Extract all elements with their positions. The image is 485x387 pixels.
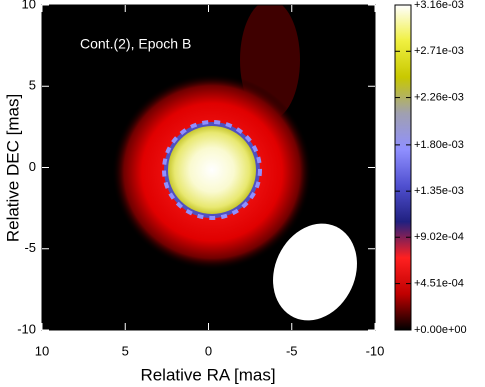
y-tick-label: -10 [17, 321, 36, 336]
colorbar-tick-label: +9.02e-04 [414, 231, 464, 243]
colorbar-tick-label: +0.00e+00 [414, 324, 467, 336]
x-tick-label: -10 [366, 343, 385, 358]
blue-ring-dots [162, 120, 262, 220]
x-axis-label: Relative RA [mas] [140, 365, 275, 384]
y-tick-label: 5 [29, 78, 36, 93]
y-tick-label: 10 [22, 0, 36, 11]
colorbar-tick-label: +4.51e-04 [414, 278, 464, 290]
y-axis-label: Relative DEC [mas] [3, 94, 22, 242]
colorbar-tick-label: +1.80e-03 [414, 139, 464, 151]
annotation: Cont.(2), Epoch B [80, 36, 191, 52]
core [168, 126, 256, 214]
colorbar [394, 4, 412, 331]
x-tick-label: 10 [35, 343, 49, 358]
y-tick-label: -5 [24, 240, 36, 255]
colorbar-tick-label: +1.35e-03 [414, 185, 464, 197]
y-tick-label: 0 [29, 159, 36, 174]
beam [273, 223, 357, 321]
colorbar-tick-label: +3.16e-03 [414, 0, 464, 11]
x-tick-label: -5 [286, 343, 298, 358]
colorbar-tick-label: +2.26e-03 [414, 91, 464, 103]
x-tick-label: 0 [205, 343, 212, 358]
image [42, 5, 375, 330]
x-tick-label: 5 [122, 343, 129, 358]
colorbar-tick-label: +2.71e-03 [414, 45, 464, 57]
